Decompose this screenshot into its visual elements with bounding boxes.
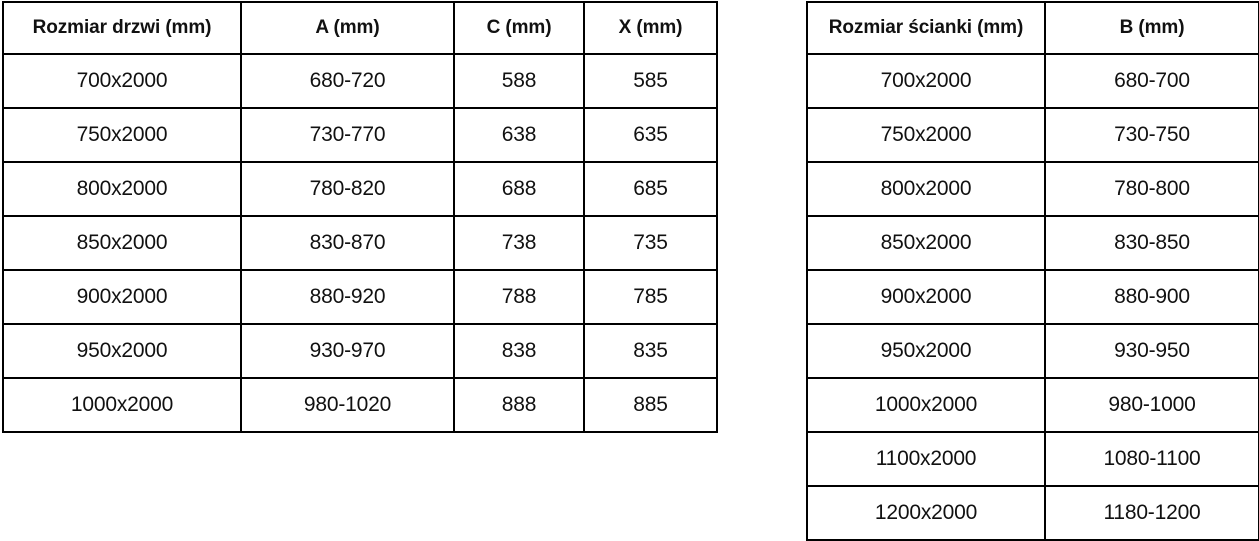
column-header-c: C (mm) (453, 1, 585, 55)
cell-wall-size: 800x2000 (806, 161, 1046, 217)
cell-x: 585 (583, 53, 718, 109)
cell-x: 785 (583, 269, 718, 325)
cell-b: 780-800 (1044, 161, 1259, 217)
table-row: 750x2000 730-770 638 635 (2, 107, 718, 163)
cell-door-size: 700x2000 (2, 53, 242, 109)
cell-wall-size: 950x2000 (806, 323, 1046, 379)
cell-a: 980-1020 (240, 377, 455, 433)
cell-b: 1180-1200 (1044, 485, 1259, 541)
cell-a: 880-920 (240, 269, 455, 325)
table-row: 900x2000 880-900 (806, 269, 1259, 325)
cell-x: 635 (583, 107, 718, 163)
table-row: 800x2000 780-820 688 685 (2, 161, 718, 217)
cell-x: 835 (583, 323, 718, 379)
cell-c: 588 (453, 53, 585, 109)
walls-table-header: Rozmiar ścianki (mm) B (mm) (806, 1, 1259, 55)
cell-x: 685 (583, 161, 718, 217)
walls-dimensions-table: Rozmiar ścianki (mm) B (mm) 700x2000 680… (806, 1, 1259, 541)
table-row: 700x2000 680-720 588 585 (2, 53, 718, 109)
cell-b: 880-900 (1044, 269, 1259, 325)
table-row: 1200x2000 1180-1200 (806, 485, 1259, 541)
cell-wall-size: 850x2000 (806, 215, 1046, 271)
cell-c: 888 (453, 377, 585, 433)
table-row: 750x2000 730-750 (806, 107, 1259, 163)
cell-b: 680-700 (1044, 53, 1259, 109)
cell-door-size: 950x2000 (2, 323, 242, 379)
table-row: 1000x2000 980-1020 888 885 (2, 377, 718, 433)
doors-dimensions-table: Rozmiar drzwi (mm) A (mm) C (mm) X (mm) … (2, 1, 718, 433)
cell-a: 780-820 (240, 161, 455, 217)
cell-wall-size: 900x2000 (806, 269, 1046, 325)
column-header-a: A (mm) (240, 1, 455, 55)
table-row: 800x2000 780-800 (806, 161, 1259, 217)
cell-wall-size: 1100x2000 (806, 431, 1046, 487)
column-header-b: B (mm) (1044, 1, 1259, 55)
table-row: 700x2000 680-700 (806, 53, 1259, 109)
table-row: 950x2000 930-950 (806, 323, 1259, 379)
cell-wall-size: 700x2000 (806, 53, 1046, 109)
table-row: 900x2000 880-920 788 785 (2, 269, 718, 325)
column-header-door-size: Rozmiar drzwi (mm) (2, 1, 242, 55)
doors-table-body: 700x2000 680-720 588 585 750x2000 730-77… (2, 53, 718, 433)
table-row: 850x2000 830-850 (806, 215, 1259, 271)
doors-dimensions-table-container: Rozmiar drzwi (mm) A (mm) C (mm) X (mm) … (2, 1, 718, 433)
cell-a: 680-720 (240, 53, 455, 109)
table-row: 850x2000 830-870 738 735 (2, 215, 718, 271)
walls-dimensions-table-container: Rozmiar ścianki (mm) B (mm) 700x2000 680… (806, 1, 1259, 541)
doors-table-header: Rozmiar drzwi (mm) A (mm) C (mm) X (mm) (2, 1, 718, 55)
table-header-row: Rozmiar drzwi (mm) A (mm) C (mm) X (mm) (2, 1, 718, 55)
cell-a: 730-770 (240, 107, 455, 163)
table-row: 1100x2000 1080-1100 (806, 431, 1259, 487)
cell-b: 1080-1100 (1044, 431, 1259, 487)
table-row: 950x2000 930-970 838 835 (2, 323, 718, 379)
cell-door-size: 750x2000 (2, 107, 242, 163)
cell-c: 688 (453, 161, 585, 217)
cell-c: 788 (453, 269, 585, 325)
cell-wall-size: 1200x2000 (806, 485, 1046, 541)
cell-wall-size: 750x2000 (806, 107, 1046, 163)
cell-x: 735 (583, 215, 718, 271)
table-row: 1000x2000 980-1000 (806, 377, 1259, 433)
cell-door-size: 900x2000 (2, 269, 242, 325)
cell-b: 830-850 (1044, 215, 1259, 271)
cell-b: 930-950 (1044, 323, 1259, 379)
walls-table-body: 700x2000 680-700 750x2000 730-750 800x20… (806, 53, 1259, 541)
cell-wall-size: 1000x2000 (806, 377, 1046, 433)
cell-c: 638 (453, 107, 585, 163)
cell-door-size: 800x2000 (2, 161, 242, 217)
cell-door-size: 1000x2000 (2, 377, 242, 433)
cell-b: 730-750 (1044, 107, 1259, 163)
cell-a: 930-970 (240, 323, 455, 379)
cell-x: 885 (583, 377, 718, 433)
column-header-x: X (mm) (583, 1, 718, 55)
cell-door-size: 850x2000 (2, 215, 242, 271)
cell-a: 830-870 (240, 215, 455, 271)
cell-c: 738 (453, 215, 585, 271)
cell-c: 838 (453, 323, 585, 379)
cell-b: 980-1000 (1044, 377, 1259, 433)
column-header-wall-size: Rozmiar ścianki (mm) (806, 1, 1046, 55)
table-header-row: Rozmiar ścianki (mm) B (mm) (806, 1, 1259, 55)
